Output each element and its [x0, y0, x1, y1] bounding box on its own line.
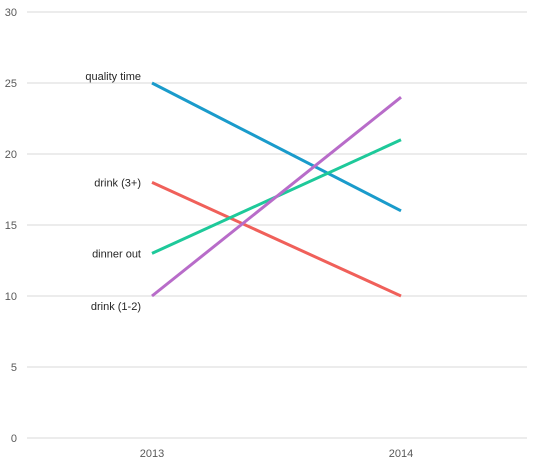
y-tick-label: 10 — [5, 291, 17, 303]
series-lines — [152, 83, 401, 296]
y-tick-label: 25 — [5, 78, 17, 90]
series-line-drink-1-2 — [152, 97, 401, 296]
y-axis-ticks: 0 5 10 15 20 25 30 — [5, 7, 17, 445]
series-line-drink-3 — [152, 182, 401, 296]
series-label-drink-3: drink (3+) — [94, 177, 141, 189]
series-line-quality-time — [152, 83, 401, 211]
y-tick-label: 15 — [5, 220, 17, 232]
series-label-quality-time: quality time — [85, 71, 141, 83]
y-tick-label: 20 — [5, 149, 17, 161]
x-axis-ticks: 2013 2014 — [140, 448, 413, 460]
y-tick-label: 5 — [11, 362, 17, 374]
series-label-dinner-out: dinner out — [92, 248, 141, 260]
series-labels: quality time drink (3+) dinner out drink (1… — [85, 71, 141, 313]
x-tick-label: 2014 — [389, 448, 413, 460]
y-tick-label: 0 — [11, 433, 17, 445]
series-label-drink-1-2: drink (1-2) — [91, 301, 141, 313]
y-tick-label: 30 — [5, 7, 17, 19]
x-tick-label: 2013 — [140, 448, 164, 460]
